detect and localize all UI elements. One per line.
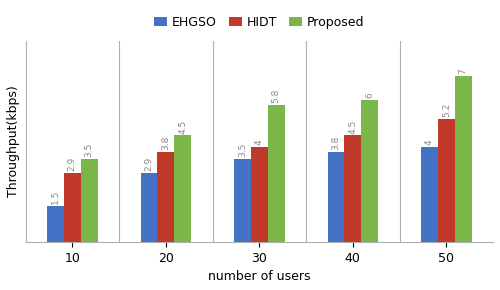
Bar bbox=[64, 173, 80, 242]
Bar bbox=[158, 152, 174, 242]
Text: 2.9: 2.9 bbox=[68, 157, 77, 171]
Bar bbox=[174, 135, 191, 242]
Bar bbox=[344, 135, 361, 242]
Bar bbox=[421, 147, 438, 242]
Text: 3.5: 3.5 bbox=[84, 143, 94, 157]
Text: 1.5: 1.5 bbox=[51, 190, 60, 204]
Bar bbox=[454, 76, 471, 242]
Bar bbox=[361, 100, 378, 242]
Text: 2.9: 2.9 bbox=[144, 157, 154, 171]
Text: 4.5: 4.5 bbox=[178, 119, 187, 133]
Text: 3.8: 3.8 bbox=[332, 136, 340, 150]
Text: 3.8: 3.8 bbox=[162, 136, 170, 150]
Bar bbox=[251, 147, 268, 242]
Text: 5.2: 5.2 bbox=[442, 103, 451, 117]
Y-axis label: Throughput(kbps): Throughput(kbps) bbox=[7, 86, 20, 197]
Bar bbox=[234, 159, 251, 242]
Bar bbox=[80, 159, 98, 242]
Text: 4: 4 bbox=[425, 140, 434, 145]
Text: 6: 6 bbox=[365, 92, 374, 98]
Legend: EHGSO, HIDT, Proposed: EHGSO, HIDT, Proposed bbox=[149, 11, 370, 34]
Text: 7: 7 bbox=[458, 69, 468, 75]
Text: 4.5: 4.5 bbox=[348, 119, 358, 133]
Bar bbox=[140, 173, 158, 242]
Bar bbox=[268, 105, 284, 242]
Text: 3.5: 3.5 bbox=[238, 143, 247, 157]
Text: 5.8: 5.8 bbox=[272, 88, 280, 103]
Text: 4: 4 bbox=[255, 140, 264, 145]
Bar bbox=[47, 206, 64, 242]
Bar bbox=[438, 119, 454, 242]
X-axis label: number of users: number of users bbox=[208, 270, 310, 283]
Bar bbox=[328, 152, 344, 242]
